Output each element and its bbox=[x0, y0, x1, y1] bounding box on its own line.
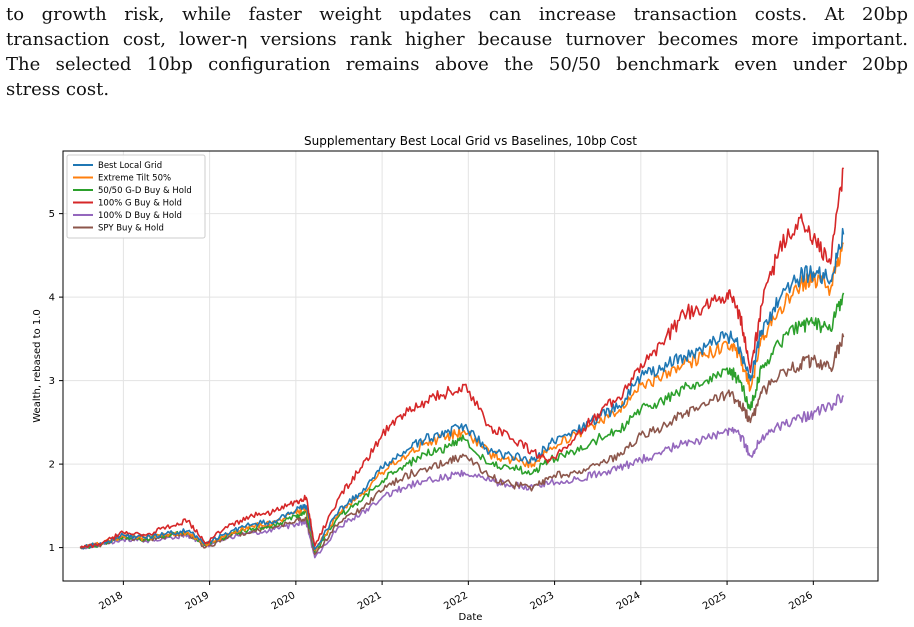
y-axis-ticks: 1 2 3 4 5 bbox=[49, 209, 63, 554]
legend-box bbox=[66, 154, 206, 239]
body-paragraph: to growth risk, while faster weight upda… bbox=[6, 2, 908, 102]
x-tick-label: 2018 bbox=[97, 590, 125, 612]
plot-frame bbox=[62, 150, 879, 582]
paragraph-line: to growth risk, while faster weight upda… bbox=[6, 4, 908, 25]
series-line-extreme-tilt bbox=[79, 242, 844, 551]
x-tick-label: 2022 bbox=[442, 590, 470, 612]
series-line-g-100 bbox=[79, 167, 845, 549]
legend-label: Extreme Tilt 50% bbox=[98, 174, 171, 184]
series-line-d-100 bbox=[80, 393, 845, 559]
x-tick-label: 2026 bbox=[787, 590, 815, 612]
x-tick-label: 2024 bbox=[615, 590, 643, 612]
x-tick-label: 2019 bbox=[184, 590, 212, 612]
paragraph-line: transaction cost, lower-η versions rank … bbox=[6, 29, 908, 50]
legend-label: Best Local Grid bbox=[98, 161, 162, 171]
y-tick-label: 1 bbox=[49, 543, 55, 554]
series-line-best-local-grid bbox=[79, 227, 845, 551]
legend-label: 100% D Buy & Hold bbox=[98, 211, 182, 221]
legend-label: 100% G Buy & Hold bbox=[98, 199, 182, 209]
x-tick-label: 2025 bbox=[701, 590, 729, 612]
paragraph-line: The selected 10bp configuration remains … bbox=[6, 54, 908, 75]
x-axis-label: Date bbox=[459, 612, 483, 623]
y-tick-label: 3 bbox=[49, 376, 55, 387]
series-line-spy bbox=[79, 333, 845, 556]
x-tick-label: 2023 bbox=[529, 590, 557, 612]
chart-title: Supplementary Best Local Grid vs Baselin… bbox=[304, 134, 637, 148]
chart-legend: Best Local Grid Extreme Tilt 50% 50/50 G-D… bbox=[66, 154, 206, 239]
paragraph-line: stress cost. bbox=[6, 79, 110, 100]
x-tick-label: 2020 bbox=[270, 590, 298, 612]
series-lines bbox=[79, 167, 845, 559]
legend-label: 50/50 G-D Buy & Hold bbox=[98, 186, 192, 196]
x-axis-ticks: 2018 2019 2020 2021 2022 2023 2024 2025 2026 bbox=[97, 581, 815, 612]
y-tick-label: 2 bbox=[49, 460, 55, 471]
series-line-g-d-5050 bbox=[80, 292, 845, 553]
x-tick-label: 2021 bbox=[356, 590, 384, 612]
legend-label: SPY Buy & Hold bbox=[98, 224, 164, 234]
y-tick-label: 4 bbox=[49, 293, 55, 304]
y-axis-label: Wealth, rebased to 1.0 bbox=[32, 309, 43, 423]
y-tick-label: 5 bbox=[49, 209, 55, 220]
